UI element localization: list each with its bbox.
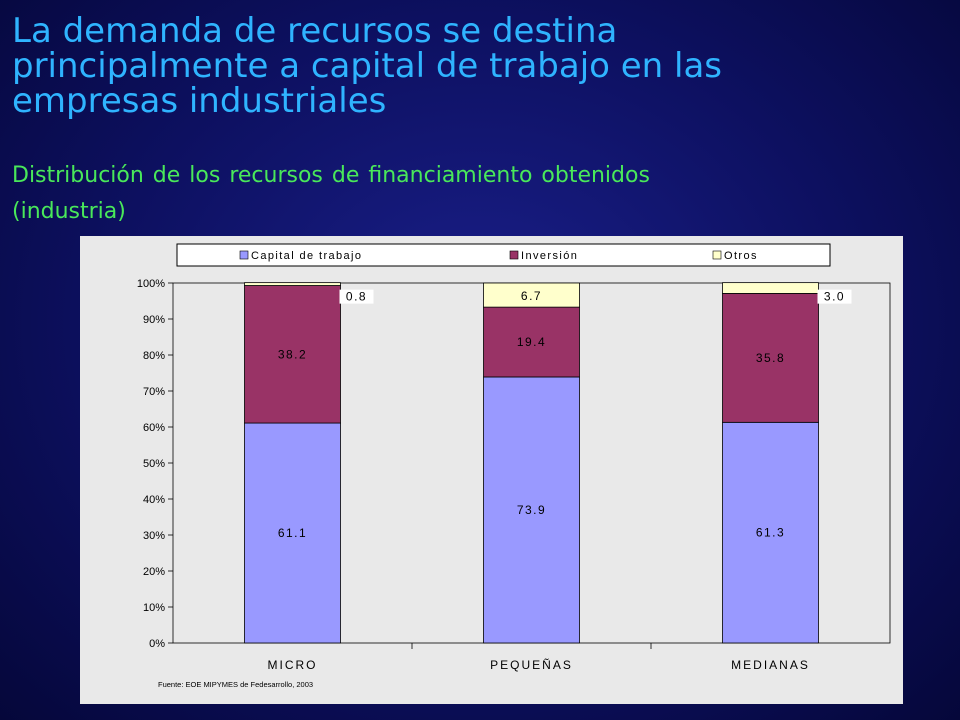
data-label: 3.0 (824, 290, 845, 304)
data-label-box (339, 289, 374, 304)
legend-label: Capital de trabajo (251, 250, 362, 262)
y-tick-label: 40% (143, 494, 165, 506)
x-tick-label: MEDIANAS (731, 658, 810, 672)
bar-segment (483, 282, 580, 308)
y-tick-label: 30% (143, 530, 165, 542)
legend-swatch (239, 250, 249, 260)
data-label: 38.2 (278, 347, 307, 361)
legend-swatch (509, 250, 519, 260)
stacked-bar-chart: Capital de trabajo Inversión Otros 0% 10% 20… (137, 243, 891, 689)
y-tick-label: 70% (143, 386, 165, 398)
title-line: empresas industriales (12, 81, 387, 121)
legend-swatch (712, 250, 722, 260)
data-label-box (817, 289, 852, 304)
x-tick-label: MICRO (268, 658, 318, 672)
plot-area: 0% 10% 20% 30% 40% 50% 60% 70% 80% 90% 100% 61.1 38.… (137, 278, 891, 672)
subtitle-line: Distribución de los recursos de financia… (12, 163, 650, 188)
y-tick-label: 10% (143, 602, 165, 614)
slide-subtitle: Distribución de los recursos de financia… (12, 158, 912, 230)
bar-segment (244, 282, 341, 286)
chart-legend: Capital de trabajo Inversión Otros (176, 243, 831, 267)
legend-label: Inversión (521, 250, 578, 262)
data-label: 19.4 (517, 335, 546, 349)
legend-box (176, 243, 831, 267)
y-tick-label: 90% (143, 314, 165, 326)
bar-segment (483, 376, 580, 644)
title-line: La demanda de recursos se destina (12, 11, 618, 51)
bar-segment (244, 285, 341, 424)
legend-label: Otros (724, 250, 758, 262)
y-tick-label: 100% (137, 278, 165, 290)
x-tick-label: PEQUEÑAS (490, 658, 573, 672)
y-tick-label: 50% (143, 458, 165, 470)
subtitle-line: (industria) (12, 199, 126, 224)
bar-segment (722, 293, 819, 423)
source-note: Fuente: EOE MIPYMES de Fedesarrollo, 200… (158, 680, 313, 689)
title-line: principalmente a capital de trabajo en l… (12, 46, 723, 86)
data-label: 61.3 (756, 526, 785, 540)
bar-segment (244, 422, 341, 644)
y-tick-label: 20% (143, 566, 165, 578)
y-tick-label: 60% (143, 422, 165, 434)
bar-segment (722, 282, 819, 294)
data-label: 0.8 (346, 290, 367, 304)
y-tick-label: 80% (143, 350, 165, 362)
data-label: 61.1 (278, 526, 307, 540)
data-label: 73.9 (517, 503, 546, 517)
y-tick-label: 0% (149, 638, 165, 650)
bar-segment (722, 421, 819, 644)
data-label: 6.7 (521, 289, 542, 303)
chart-panel: Capital de trabajo Inversión Otros 0% 10% 20… (80, 236, 903, 704)
data-label: 35.8 (756, 351, 785, 365)
slide-title: La demanda de recursos se destina princi… (12, 14, 942, 119)
